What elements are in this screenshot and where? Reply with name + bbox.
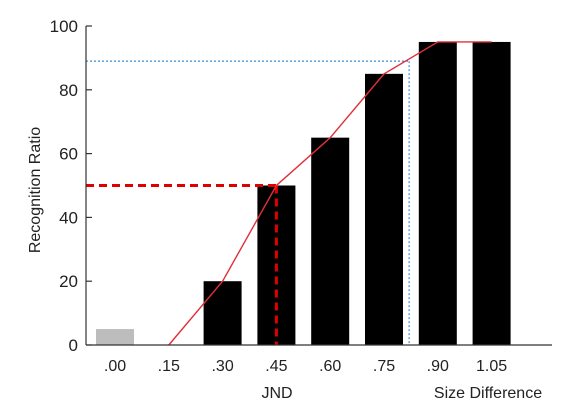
- y-tick-label-20: 20: [59, 272, 78, 291]
- y-axis-title: Recognition Ratio: [27, 127, 44, 253]
- y-tick-label-40: 40: [59, 208, 78, 227]
- x-tick-label-p15: .15: [158, 358, 180, 375]
- bars-layer: [96, 41, 511, 345]
- jnd-label: JND: [261, 385, 292, 402]
- bar-p60: [311, 137, 350, 345]
- labels-layer: Recognition Ratio Size Difference JND: [27, 127, 542, 402]
- y-tick-label-60: 60: [59, 145, 78, 164]
- y-tick-label-0: 0: [69, 336, 78, 355]
- x-tick-label-p00: .00: [104, 358, 126, 375]
- fit-line-layer: [168, 41, 492, 346]
- y-tick-label-80: 80: [59, 81, 78, 100]
- bar-p75: [365, 73, 403, 345]
- x-axis-title: Size Difference: [434, 385, 542, 402]
- x-tick-label-p75: .75: [373, 358, 395, 375]
- guide-lines-layer: [86, 60, 410, 345]
- axes-layer: 0 20 40 60 80 100 .00 .15 .30 .45 .60 .75 .90 1.05: [50, 17, 552, 375]
- x-tick-label-p90: .90: [427, 358, 449, 375]
- x-tick-label-1p05: 1.05: [476, 358, 507, 375]
- bar-p90: [418, 41, 457, 345]
- x-tick-label-p60: .60: [319, 358, 341, 375]
- y-tick-label-100: 100: [50, 17, 78, 36]
- bar-p30: [203, 281, 242, 345]
- bar-1p05: [472, 41, 511, 345]
- fit-line: [168, 41, 492, 346]
- x-tick-label-p45: .45: [265, 358, 287, 375]
- bar-p00: [96, 329, 134, 345]
- x-tick-label-p30: .30: [211, 358, 233, 375]
